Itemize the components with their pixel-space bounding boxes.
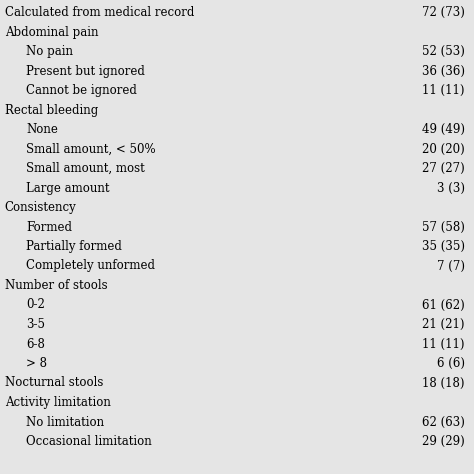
Text: 52 (53): 52 (53) <box>422 45 465 58</box>
Text: Abdominal pain: Abdominal pain <box>5 26 98 38</box>
Text: No pain: No pain <box>26 45 73 58</box>
Text: Partially formed: Partially formed <box>26 240 122 253</box>
Text: Completely unformed: Completely unformed <box>26 259 155 273</box>
Text: 20 (20): 20 (20) <box>422 143 465 155</box>
Text: 3 (3): 3 (3) <box>437 182 465 194</box>
Text: 49 (49): 49 (49) <box>421 123 465 136</box>
Text: No limitation: No limitation <box>26 416 104 428</box>
Text: Formed: Formed <box>26 220 72 234</box>
Text: Activity limitation: Activity limitation <box>5 396 110 409</box>
Text: 3-5: 3-5 <box>26 318 45 331</box>
Text: 7 (7): 7 (7) <box>437 259 465 273</box>
Text: 6 (6): 6 (6) <box>437 357 465 370</box>
Text: 6-8: 6-8 <box>26 337 45 350</box>
Text: Small amount, < 50%: Small amount, < 50% <box>26 143 155 155</box>
Text: None: None <box>26 123 58 136</box>
Text: 11 (11): 11 (11) <box>422 337 465 350</box>
Text: Occasional limitation: Occasional limitation <box>26 435 152 448</box>
Text: 57 (58): 57 (58) <box>422 220 465 234</box>
Text: 61 (62): 61 (62) <box>422 299 465 311</box>
Text: 35 (35): 35 (35) <box>421 240 465 253</box>
Text: 29 (29): 29 (29) <box>422 435 465 448</box>
Text: Small amount, most: Small amount, most <box>26 162 145 175</box>
Text: Present but ignored: Present but ignored <box>26 64 145 78</box>
Text: Consistency: Consistency <box>5 201 76 214</box>
Text: Nocturnal stools: Nocturnal stools <box>5 376 103 390</box>
Text: Rectal bleeding: Rectal bleeding <box>5 103 98 117</box>
Text: Cannot be ignored: Cannot be ignored <box>26 84 137 97</box>
Text: Large amount: Large amount <box>26 182 109 194</box>
Text: Number of stools: Number of stools <box>5 279 108 292</box>
Text: 0-2: 0-2 <box>26 299 45 311</box>
Text: 36 (36): 36 (36) <box>421 64 465 78</box>
Text: 27 (27): 27 (27) <box>422 162 465 175</box>
Text: 21 (21): 21 (21) <box>422 318 465 331</box>
Text: Calculated from medical record: Calculated from medical record <box>5 6 194 19</box>
Text: 62 (63): 62 (63) <box>422 416 465 428</box>
Text: 18 (18): 18 (18) <box>422 376 465 390</box>
Text: > 8: > 8 <box>26 357 47 370</box>
Text: 72 (73): 72 (73) <box>422 6 465 19</box>
Text: 11 (11): 11 (11) <box>422 84 465 97</box>
